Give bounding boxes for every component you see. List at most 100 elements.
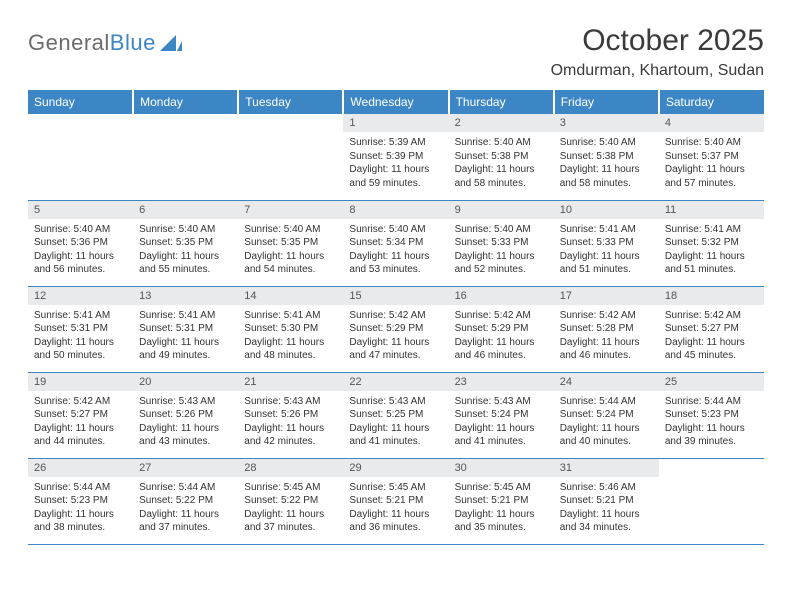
brand-word-1: General <box>28 30 110 55</box>
day-details: Sunrise: 5:44 AMSunset: 5:24 PMDaylight:… <box>554 391 659 455</box>
calendar-week-row: 1Sunrise: 5:39 AMSunset: 5:39 PMDaylight… <box>28 114 764 200</box>
day-details: Sunrise: 5:41 AMSunset: 5:30 PMDaylight:… <box>238 305 343 369</box>
weekday-header: Sunday <box>28 90 133 114</box>
day-number: 17 <box>554 287 659 305</box>
day-details: Sunrise: 5:43 AMSunset: 5:25 PMDaylight:… <box>343 391 448 455</box>
day-details: Sunrise: 5:46 AMSunset: 5:21 PMDaylight:… <box>554 477 659 541</box>
day-details: Sunrise: 5:43 AMSunset: 5:26 PMDaylight:… <box>238 391 343 455</box>
day-number: 5 <box>28 201 133 219</box>
calendar-day-cell: 13Sunrise: 5:41 AMSunset: 5:31 PMDayligh… <box>133 286 238 372</box>
day-number: 19 <box>28 373 133 391</box>
calendar-day-cell <box>133 114 238 200</box>
day-details: Sunrise: 5:41 AMSunset: 5:32 PMDaylight:… <box>659 219 764 283</box>
weekday-header: Friday <box>554 90 659 114</box>
day-number: 1 <box>343 114 448 132</box>
weekday-header: Thursday <box>449 90 554 114</box>
day-details: Sunrise: 5:43 AMSunset: 5:24 PMDaylight:… <box>449 391 554 455</box>
day-details: Sunrise: 5:42 AMSunset: 5:27 PMDaylight:… <box>28 391 133 455</box>
calendar-day-cell: 31Sunrise: 5:46 AMSunset: 5:21 PMDayligh… <box>554 458 659 544</box>
calendar-day-cell <box>659 458 764 544</box>
calendar-day-cell: 5Sunrise: 5:40 AMSunset: 5:36 PMDaylight… <box>28 200 133 286</box>
day-details: Sunrise: 5:41 AMSunset: 5:33 PMDaylight:… <box>554 219 659 283</box>
day-number: 10 <box>554 201 659 219</box>
day-number: 26 <box>28 459 133 477</box>
brand-logo: GeneralBlue <box>28 24 182 56</box>
brand-triangle-icon <box>160 35 182 51</box>
day-number: 4 <box>659 114 764 132</box>
calendar-day-cell: 14Sunrise: 5:41 AMSunset: 5:30 PMDayligh… <box>238 286 343 372</box>
calendar-week-row: 26Sunrise: 5:44 AMSunset: 5:23 PMDayligh… <box>28 458 764 544</box>
day-details: Sunrise: 5:43 AMSunset: 5:26 PMDaylight:… <box>133 391 238 455</box>
day-details: Sunrise: 5:40 AMSunset: 5:34 PMDaylight:… <box>343 219 448 283</box>
calendar-day-cell: 16Sunrise: 5:42 AMSunset: 5:29 PMDayligh… <box>449 286 554 372</box>
calendar-day-cell: 19Sunrise: 5:42 AMSunset: 5:27 PMDayligh… <box>28 372 133 458</box>
calendar-day-cell: 25Sunrise: 5:44 AMSunset: 5:23 PMDayligh… <box>659 372 764 458</box>
day-number: 25 <box>659 373 764 391</box>
day-number: 24 <box>554 373 659 391</box>
day-number: 15 <box>343 287 448 305</box>
day-details: Sunrise: 5:39 AMSunset: 5:39 PMDaylight:… <box>343 132 448 196</box>
day-details: Sunrise: 5:40 AMSunset: 5:37 PMDaylight:… <box>659 132 764 196</box>
calendar-day-cell: 18Sunrise: 5:42 AMSunset: 5:27 PMDayligh… <box>659 286 764 372</box>
calendar-day-cell: 2Sunrise: 5:40 AMSunset: 5:38 PMDaylight… <box>449 114 554 200</box>
day-number: 8 <box>343 201 448 219</box>
day-number: 18 <box>659 287 764 305</box>
title-block: October 2025 Omdurman, Khartoum, Sudan <box>551 24 764 80</box>
calendar-day-cell <box>28 114 133 200</box>
day-details: Sunrise: 5:41 AMSunset: 5:31 PMDaylight:… <box>28 305 133 369</box>
calendar-day-cell: 3Sunrise: 5:40 AMSunset: 5:38 PMDaylight… <box>554 114 659 200</box>
weekday-header: Saturday <box>659 90 764 114</box>
calendar-day-cell: 4Sunrise: 5:40 AMSunset: 5:37 PMDaylight… <box>659 114 764 200</box>
calendar-day-cell <box>238 114 343 200</box>
calendar-day-cell: 17Sunrise: 5:42 AMSunset: 5:28 PMDayligh… <box>554 286 659 372</box>
day-number: 31 <box>554 459 659 477</box>
calendar-day-cell: 9Sunrise: 5:40 AMSunset: 5:33 PMDaylight… <box>449 200 554 286</box>
day-details: Sunrise: 5:44 AMSunset: 5:23 PMDaylight:… <box>659 391 764 455</box>
day-number: 23 <box>449 373 554 391</box>
calendar-day-cell: 20Sunrise: 5:43 AMSunset: 5:26 PMDayligh… <box>133 372 238 458</box>
day-number: 12 <box>28 287 133 305</box>
day-number: 2 <box>449 114 554 132</box>
day-number: 11 <box>659 201 764 219</box>
day-details: Sunrise: 5:40 AMSunset: 5:38 PMDaylight:… <box>449 132 554 196</box>
calendar-day-cell: 11Sunrise: 5:41 AMSunset: 5:32 PMDayligh… <box>659 200 764 286</box>
day-details: Sunrise: 5:42 AMSunset: 5:28 PMDaylight:… <box>554 305 659 369</box>
calendar-body: 1Sunrise: 5:39 AMSunset: 5:39 PMDaylight… <box>28 114 764 544</box>
day-number: 27 <box>133 459 238 477</box>
day-details: Sunrise: 5:40 AMSunset: 5:36 PMDaylight:… <box>28 219 133 283</box>
calendar-day-cell: 1Sunrise: 5:39 AMSunset: 5:39 PMDaylight… <box>343 114 448 200</box>
calendar-day-cell: 22Sunrise: 5:43 AMSunset: 5:25 PMDayligh… <box>343 372 448 458</box>
page-title: October 2025 <box>551 24 764 58</box>
day-number: 3 <box>554 114 659 132</box>
day-number: 13 <box>133 287 238 305</box>
day-number: 30 <box>449 459 554 477</box>
day-details: Sunrise: 5:45 AMSunset: 5:22 PMDaylight:… <box>238 477 343 541</box>
day-number: 22 <box>343 373 448 391</box>
brand-name: GeneralBlue <box>28 30 156 56</box>
day-details: Sunrise: 5:42 AMSunset: 5:27 PMDaylight:… <box>659 305 764 369</box>
calendar-week-row: 5Sunrise: 5:40 AMSunset: 5:36 PMDaylight… <box>28 200 764 286</box>
day-details: Sunrise: 5:42 AMSunset: 5:29 PMDaylight:… <box>343 305 448 369</box>
weekday-header: Tuesday <box>238 90 343 114</box>
calendar-day-cell: 23Sunrise: 5:43 AMSunset: 5:24 PMDayligh… <box>449 372 554 458</box>
weekday-header: Monday <box>133 90 238 114</box>
day-number: 6 <box>133 201 238 219</box>
calendar-day-cell: 10Sunrise: 5:41 AMSunset: 5:33 PMDayligh… <box>554 200 659 286</box>
day-number: 9 <box>449 201 554 219</box>
calendar-day-cell: 28Sunrise: 5:45 AMSunset: 5:22 PMDayligh… <box>238 458 343 544</box>
weekday-header: Wednesday <box>343 90 448 114</box>
weekday-row: SundayMondayTuesdayWednesdayThursdayFrid… <box>28 90 764 114</box>
calendar-day-cell: 8Sunrise: 5:40 AMSunset: 5:34 PMDaylight… <box>343 200 448 286</box>
day-number: 7 <box>238 201 343 219</box>
day-number: 21 <box>238 373 343 391</box>
day-details: Sunrise: 5:40 AMSunset: 5:38 PMDaylight:… <box>554 132 659 196</box>
day-details: Sunrise: 5:45 AMSunset: 5:21 PMDaylight:… <box>449 477 554 541</box>
day-details: Sunrise: 5:40 AMSunset: 5:35 PMDaylight:… <box>133 219 238 283</box>
calendar-week-row: 19Sunrise: 5:42 AMSunset: 5:27 PMDayligh… <box>28 372 764 458</box>
calendar-day-cell: 30Sunrise: 5:45 AMSunset: 5:21 PMDayligh… <box>449 458 554 544</box>
day-number: 14 <box>238 287 343 305</box>
calendar-day-cell: 27Sunrise: 5:44 AMSunset: 5:22 PMDayligh… <box>133 458 238 544</box>
day-number: 29 <box>343 459 448 477</box>
day-details: Sunrise: 5:45 AMSunset: 5:21 PMDaylight:… <box>343 477 448 541</box>
calendar-day-cell: 21Sunrise: 5:43 AMSunset: 5:26 PMDayligh… <box>238 372 343 458</box>
